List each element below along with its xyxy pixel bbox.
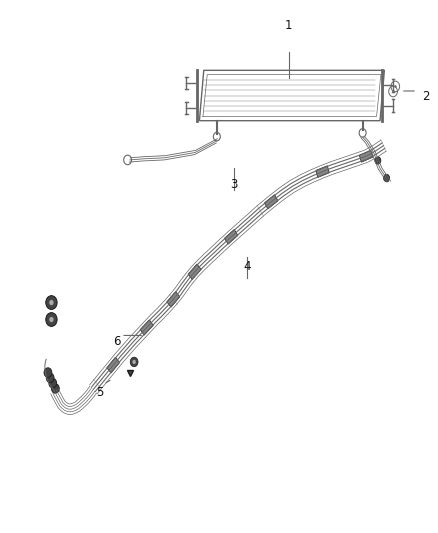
Polygon shape <box>188 264 201 280</box>
Polygon shape <box>316 166 329 177</box>
Text: 3: 3 <box>230 178 238 191</box>
Circle shape <box>130 357 138 367</box>
Text: 1: 1 <box>285 19 293 32</box>
Circle shape <box>46 373 54 383</box>
Circle shape <box>384 174 390 182</box>
Text: 5: 5 <box>95 386 103 399</box>
Text: 2: 2 <box>422 90 430 103</box>
Polygon shape <box>224 229 238 244</box>
Polygon shape <box>359 150 373 162</box>
Polygon shape <box>107 357 120 373</box>
Polygon shape <box>265 195 278 209</box>
Circle shape <box>44 368 52 377</box>
Circle shape <box>51 384 59 393</box>
Circle shape <box>49 378 57 388</box>
Text: 6: 6 <box>113 335 120 348</box>
Circle shape <box>132 360 136 364</box>
Circle shape <box>49 317 53 322</box>
Circle shape <box>46 296 57 310</box>
Polygon shape <box>140 320 153 335</box>
Circle shape <box>49 300 53 305</box>
Text: 4: 4 <box>244 260 251 273</box>
Circle shape <box>46 313 57 326</box>
Polygon shape <box>167 292 180 307</box>
Circle shape <box>375 157 381 164</box>
